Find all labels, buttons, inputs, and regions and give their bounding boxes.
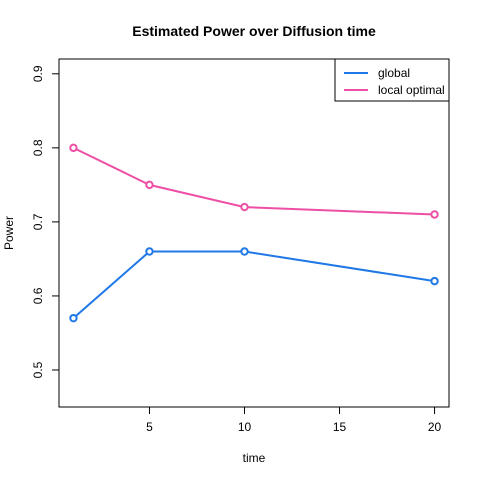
series-line-global [73, 252, 434, 319]
legend: global local optimal [335, 59, 449, 101]
data-point-global [431, 278, 437, 284]
y-tick-label: 0.7 [31, 213, 45, 230]
x-axis-label: time [243, 451, 266, 465]
legend-label-local-optimal: local optimal [378, 83, 445, 97]
y-axis-label: Power [2, 216, 16, 250]
data-point-global [241, 248, 247, 254]
data-point-local-optimal [146, 182, 152, 188]
y-tick-label: 0.5 [31, 361, 45, 378]
data-point-local-optimal [70, 145, 76, 151]
y-tick-label: 0.6 [31, 287, 45, 304]
series-line-local-optimal [73, 148, 434, 215]
data-point-local-optimal [431, 211, 437, 217]
data-point-global [70, 315, 76, 321]
plot-frame [59, 59, 449, 407]
x-axis: 5 10 15 20 [146, 407, 441, 434]
x-tick-label: 15 [333, 420, 347, 434]
series-layer [70, 145, 438, 322]
y-tick-label: 0.8 [31, 139, 45, 156]
x-tick-label: 10 [238, 420, 252, 434]
y-axis: 0.5 0.6 0.7 0.8 0.9 [31, 65, 59, 378]
x-tick-label: 5 [146, 420, 153, 434]
x-tick-label: 20 [428, 420, 442, 434]
data-point-global [146, 248, 152, 254]
data-point-local-optimal [241, 204, 247, 210]
chart-title: Estimated Power over Diffusion time [132, 23, 376, 39]
y-tick-label: 0.9 [31, 65, 45, 82]
legend-label-global: global [378, 66, 410, 80]
